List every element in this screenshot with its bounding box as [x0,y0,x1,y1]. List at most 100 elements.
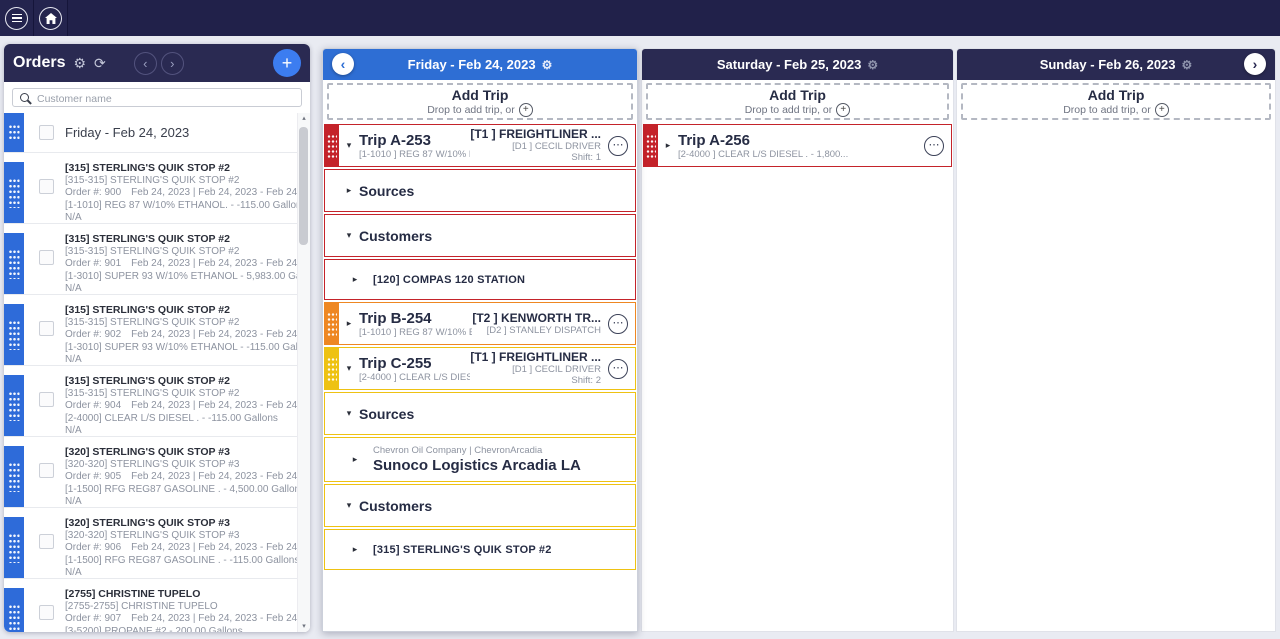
source-row-sunoco[interactable]: ▸ Chevron Oil Company | ChevronArcadia S… [324,437,636,482]
order-product: [1-1010] REG 87 W/10% ETHANOL. - -115.00… [65,199,297,211]
order-customer: [315] STERLING'S QUIK STOP #2 [65,304,230,316]
scrollbar-thumb[interactable] [299,127,308,245]
add-trip-plus-icon[interactable]: + [518,102,533,117]
sources-section-a253[interactable]: ▸ Sources [324,169,636,212]
trip-shift: Shift: 1 [571,152,601,163]
trip-product: [1-1010 ] REG 87 W/10% ETHANOL. -... [359,326,473,338]
menu-icon [5,6,28,30]
drag-handle[interactable] [4,375,24,436]
order-product: [1-3010] SUPER 93 W/10% ETHANOL - -115.0… [65,341,297,353]
drag-handle[interactable] [4,588,24,632]
drag-handle[interactable] [644,125,658,166]
order-note: N/A [65,283,82,294]
order-item[interactable]: [315] STERLING'S QUIK STOP #2 [315-315] … [4,153,297,224]
order-item[interactable]: [320] STERLING'S QUIK STOP #3 [320-320] … [4,437,297,508]
add-trip-dropzone[interactable]: Add Trip Drop to add trip, or + [646,83,949,120]
drag-handle[interactable] [325,125,339,166]
sunday-settings-gear-icon[interactable]: ⚙ [1181,57,1193,72]
expand-caret-icon[interactable]: ▸ [665,140,671,150]
customer-row-sterling[interactable]: ▸ [315] STERLING'S QUIK STOP #2 [324,529,636,570]
add-trip-title: Add Trip [451,86,509,103]
order-checkbox[interactable] [39,179,54,194]
trip-truck: [T1 ] FREIGHTLINER ... [470,127,601,141]
orders-next-button[interactable]: › [160,51,184,75]
collapse-caret-icon[interactable]: ▾ [346,408,352,418]
customers-section-a253[interactable]: ▾ Customers [324,214,636,257]
orders-search-row [4,82,310,113]
trip-more-options-icon[interactable]: ⋯ [924,135,944,156]
collapse-caret-icon[interactable]: ▾ [346,363,352,373]
group-label: Friday - Feb 24, 2023 [65,125,190,140]
trip-more-options-icon[interactable]: ⋯ [608,135,628,156]
customer-search-input[interactable] [13,90,301,108]
expand-caret-icon[interactable]: ▸ [352,274,358,284]
order-checkbox[interactable] [39,250,54,265]
trip-more-options-icon[interactable]: ⋯ [608,313,628,334]
order-item[interactable]: [315] STERLING'S QUIK STOP #2 [315-315] … [4,224,297,295]
order-group-header[interactable]: Friday - Feb 24, 2023 [4,113,297,153]
sources-section-c255[interactable]: ▾ Sources [324,392,636,435]
day-column-sunday: Sunday - Feb 26, 2023 ⚙ › Add Trip Drop … [956,48,1276,632]
trip-card-b254[interactable]: ▸ Trip B-254 [1-1010 ] REG 87 W/10% ETHA… [324,302,636,345]
scroll-up-icon[interactable]: ▴ [302,115,306,122]
trip-truck: [T2 ] KENWORTH TR... [472,310,601,325]
order-meta: Order #: 902 Feb 24, 2023 | Feb 24, 2023 … [65,329,297,340]
drag-handle[interactable] [4,517,24,578]
order-checkbox[interactable] [39,463,54,478]
order-checkbox[interactable] [39,534,54,549]
order-checkbox[interactable] [39,392,54,407]
sunday-title: Sunday - Feb 26, 2023 [1039,57,1176,72]
collapse-caret-icon[interactable]: ▾ [346,500,352,510]
sources-label: Sources [359,182,415,199]
trip-more-options-icon[interactable]: ⋯ [608,358,628,379]
home-button[interactable] [34,0,68,36]
orders-refresh-icon[interactable]: ⟳ [94,55,106,71]
expand-caret-icon[interactable]: ▸ [352,454,358,464]
drag-handle[interactable] [4,113,24,152]
order-meta: Order #: 905 Feb 24, 2023 | Feb 24, 2023 … [65,471,297,482]
friday-settings-gear-icon[interactable]: ⚙ [541,57,553,72]
add-trip-dropzone[interactable]: Add Trip Drop to add trip, or + [327,83,633,120]
orders-pager: ‹ › [133,51,184,75]
next-day-button[interactable]: › [1244,53,1266,75]
collapse-caret-icon[interactable]: ▾ [346,230,352,240]
trip-name: Trip B-254 [359,309,432,327]
add-order-button[interactable]: + [273,49,301,77]
group-checkbox[interactable] [39,125,54,140]
trip-card-c255[interactable]: ▾ Trip C-255 [2-4000 ] CLEAR L/S DIESEL … [324,347,636,390]
customer-row-compas[interactable]: ▸ [120] COMPAS 120 STATION [324,259,636,300]
order-item[interactable]: [315] STERLING'S QUIK STOP #2 [315-315] … [4,295,297,366]
drag-handle[interactable] [325,303,339,344]
trip-card-a253[interactable]: ▾ Trip A-253 [1-1010 ] REG 87 W/10% ETHA… [324,124,636,167]
add-trip-dropzone[interactable]: Add Trip Drop to add trip, or + [961,83,1271,120]
drag-handle[interactable] [4,162,24,223]
drag-handle[interactable] [4,233,24,294]
orders-prev-button[interactable]: ‹ [133,51,157,75]
menu-button[interactable] [0,0,34,36]
drag-handle[interactable] [4,304,24,365]
previous-day-button[interactable]: ‹ [332,53,354,75]
add-trip-plus-icon[interactable]: + [836,102,851,117]
order-note: N/A [65,354,82,365]
saturday-settings-gear-icon[interactable]: ⚙ [867,57,879,72]
day-column-friday: ‹ Friday - Feb 24, 2023 ⚙ Add Trip Drop … [322,48,638,632]
order-customer: [315] STERLING'S QUIK STOP #2 [65,233,230,245]
order-note: N/A [65,212,82,223]
order-item[interactable]: [315] STERLING'S QUIK STOP #2 [315-315] … [4,366,297,437]
order-checkbox[interactable] [39,605,54,620]
order-item[interactable]: [2755] CHRISTINE TUPELO [2755-2755] CHRI… [4,579,297,632]
add-trip-plus-icon[interactable]: + [1154,102,1169,117]
expand-caret-icon[interactable]: ▸ [352,544,358,554]
expand-caret-icon[interactable]: ▸ [346,318,352,328]
expand-caret-icon[interactable]: ▸ [346,185,352,195]
scroll-down-icon[interactable]: ▾ [302,623,306,630]
order-item[interactable]: [320] STERLING'S QUIK STOP #3 [320-320] … [4,508,297,579]
order-checkbox[interactable] [39,321,54,336]
customer-name: [315] STERLING'S QUIK STOP #2 [373,543,552,556]
collapse-caret-icon[interactable]: ▾ [346,140,352,150]
orders-settings-gear-icon[interactable]: ⚙ [73,55,87,71]
trip-card-a256[interactable]: ▸ Trip A-256 [2-4000 ] CLEAR L/S DIESEL … [643,124,952,167]
drag-handle[interactable] [4,446,24,507]
customers-section-c255[interactable]: ▾ Customers [324,484,636,527]
drag-handle[interactable] [325,348,339,389]
